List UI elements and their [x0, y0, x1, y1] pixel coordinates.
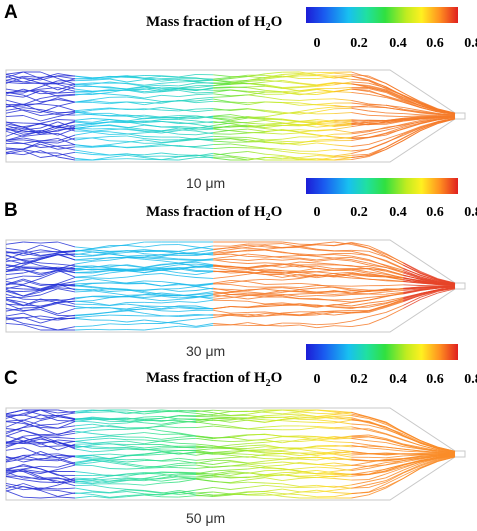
- legend-title-tail: O: [270, 204, 283, 220]
- tick-label: 0.8: [464, 36, 477, 51]
- tick-label: 0.4: [389, 372, 407, 387]
- tick-label: 0: [313, 36, 321, 51]
- colorbar-b: [306, 178, 458, 194]
- tick-label: 0.2: [350, 205, 368, 220]
- streamline-domain-c: [5, 407, 466, 501]
- legend-subscript: 2: [265, 22, 271, 33]
- tick-label: 0.8: [464, 372, 477, 387]
- streamline-domain-b: [5, 239, 466, 333]
- colorbar-c: [306, 344, 458, 360]
- tick-label: 0.2: [350, 36, 368, 51]
- panel-label-a: A: [4, 2, 18, 23]
- colorbar-a: [306, 7, 458, 23]
- tick-label: 0.6: [426, 205, 444, 220]
- legend-subscript: 2: [265, 378, 271, 389]
- legend-title-tail: O: [270, 14, 283, 30]
- scale-label-a: 10 μm: [186, 175, 226, 191]
- legend-title-text: Mass fraction of H: [146, 370, 266, 386]
- scale-label-c: 50 μm: [186, 510, 226, 526]
- panel-label-b: B: [4, 200, 18, 221]
- tick-label: 0: [313, 205, 321, 220]
- legend-title-b: Mass fraction of H2O: [146, 204, 282, 223]
- legend-title-tail: O: [270, 370, 283, 386]
- legend-subscript: 2: [265, 212, 271, 223]
- panel-label-c: C: [4, 368, 18, 389]
- streamline-domain-a: [5, 69, 466, 163]
- tick-label: 0.8: [464, 205, 477, 220]
- tick-label: 0.6: [426, 36, 444, 51]
- tick-label: 0.4: [389, 36, 407, 51]
- tick-label: 0.2: [350, 372, 368, 387]
- scale-label-b: 30 μm: [186, 343, 226, 359]
- legend-title-text: Mass fraction of H: [146, 14, 266, 30]
- legend-title-a: Mass fraction of H2O: [146, 14, 282, 33]
- tick-label: 0.4: [389, 205, 407, 220]
- legend-title-c: Mass fraction of H2O: [146, 370, 282, 389]
- tick-label: 0: [313, 372, 321, 387]
- legend-title-text: Mass fraction of H: [146, 204, 266, 220]
- tick-label: 0.6: [426, 372, 444, 387]
